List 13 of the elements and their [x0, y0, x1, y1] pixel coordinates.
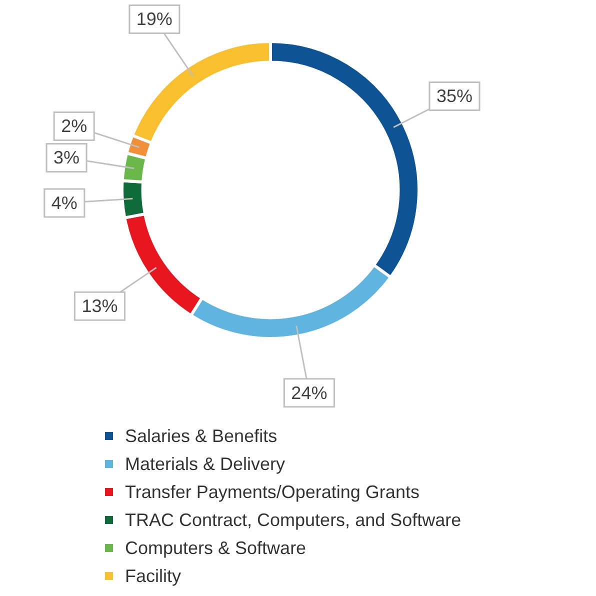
data-label: 24% [291, 382, 328, 403]
legend-label: Facility [125, 566, 182, 586]
data-label: 35% [436, 86, 473, 106]
legend-label: Materials & Delivery [125, 454, 286, 474]
data-label: 13% [82, 296, 118, 316]
data-label: 2% [61, 116, 88, 136]
legend-label: TRAC Contract, Computers, and Software [125, 510, 462, 530]
data-label: 4% [51, 192, 78, 213]
legend-label: Computers & Software [125, 538, 306, 558]
legend-label: Salaries & Benefits [125, 426, 278, 446]
data-label: 3% [54, 148, 80, 168]
data-label: 19% [136, 9, 172, 30]
legend-label: Transfer Payments/Operating Grants [125, 482, 420, 502]
